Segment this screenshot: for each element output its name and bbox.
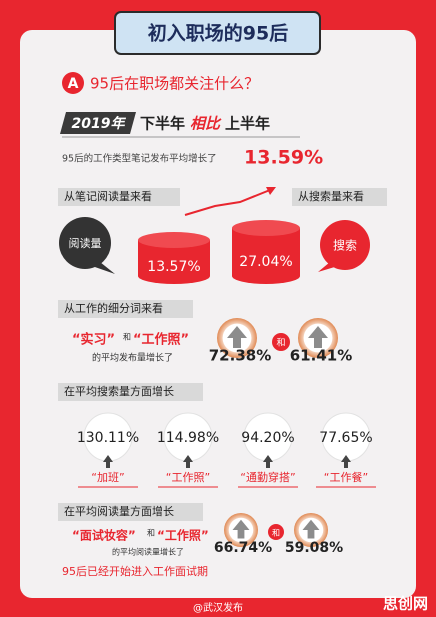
watermark: 思创网 <box>383 595 428 613</box>
source: @武汉发布 <box>193 601 243 614</box>
label-box <box>58 300 193 318</box>
search-value: 27.04% <box>239 254 292 270</box>
search-bubble-text: 搜索 <box>333 238 357 253</box>
label-box <box>58 503 203 521</box>
search-growth-term: “通勤穿搭” <box>240 470 295 484</box>
keywords-label: 从工作的细分词来看 <box>64 301 163 315</box>
search-growth-value: 94.20% <box>241 430 294 446</box>
search-growth-term: “工作餐” <box>324 470 368 484</box>
badge: A <box>68 76 79 92</box>
read-bubble-text: 阅读量 <box>69 236 102 250</box>
and: 和 <box>276 338 285 349</box>
and: 和 <box>272 529 280 538</box>
cylinder-top <box>138 232 210 248</box>
read-growth-label: 在平均阅读量方面增长 <box>64 504 174 518</box>
search-bubble <box>320 220 370 270</box>
up-arrow <box>341 455 351 468</box>
cylinder <box>138 240 210 284</box>
read-label: 从笔记阅读量来看 <box>64 189 152 203</box>
label-box <box>58 188 180 206</box>
keywords-value: 61.41% <box>290 347 352 365</box>
search-growth-term: “加班” <box>91 471 124 484</box>
section-heading: 95后在职场都关注什么？ <box>90 75 259 93</box>
icon-arrow <box>227 326 247 348</box>
keywords-desc: 的平均发布量增长了 <box>92 352 173 364</box>
up-arrow <box>103 455 113 468</box>
conclusion: 95后已经开始进入工作面试期 <box>62 564 208 578</box>
and: 和 <box>123 333 131 342</box>
read-value: 13.57% <box>147 259 200 275</box>
and-circle <box>272 333 290 351</box>
banner-left: 下半年 <box>140 115 185 133</box>
term: “实习” <box>72 332 115 348</box>
read-growth-value: 66.74% <box>214 540 272 556</box>
badge-circle <box>62 72 84 94</box>
up-arrow <box>183 455 193 468</box>
banner-compare: 相比 <box>190 115 222 133</box>
year: 2019年 <box>72 115 127 132</box>
up-arrow <box>263 455 273 468</box>
overall-value: 13.59% <box>244 147 323 169</box>
title-box <box>114 11 321 55</box>
term: “工作照” <box>157 528 209 543</box>
search-growth-value: 130.11% <box>77 430 139 446</box>
search-growth-value: 114.98% <box>157 430 219 446</box>
search-label: 从搜索量来看 <box>298 189 364 203</box>
read-growth-desc: 的平均阅读量增长了 <box>112 547 184 557</box>
trend-arrow <box>184 189 271 216</box>
icon-arrow <box>302 519 320 539</box>
cylinder-top <box>232 220 300 236</box>
search-growth-value: 77.65% <box>319 430 372 446</box>
search-growth-label: 在平均搜索量方面增长 <box>64 384 174 398</box>
label-box <box>292 188 387 206</box>
and-circle <box>268 524 284 540</box>
bubble-tail <box>318 262 338 272</box>
overall-text: 95后的工作类型笔记发布平均增长了 <box>62 153 217 165</box>
term: “面试妆容” <box>72 528 136 543</box>
label-box <box>58 383 203 401</box>
icon-arrow <box>232 519 250 539</box>
title: 初入职场的95后 <box>148 22 288 45</box>
banner-right: 上半年 <box>225 115 270 133</box>
and: 和 <box>147 529 155 538</box>
search-growth-term: “工作照” <box>166 471 210 484</box>
cylinder <box>232 228 300 284</box>
icon-arrow <box>308 326 328 348</box>
year-tag <box>60 112 136 134</box>
read-growth-value: 59.08% <box>285 540 343 556</box>
bubble-tail <box>92 262 115 274</box>
keywords-value: 72.38% <box>209 347 271 365</box>
read-bubble <box>59 217 111 269</box>
arrow-head <box>266 187 276 195</box>
term: “工作照” <box>133 332 189 348</box>
